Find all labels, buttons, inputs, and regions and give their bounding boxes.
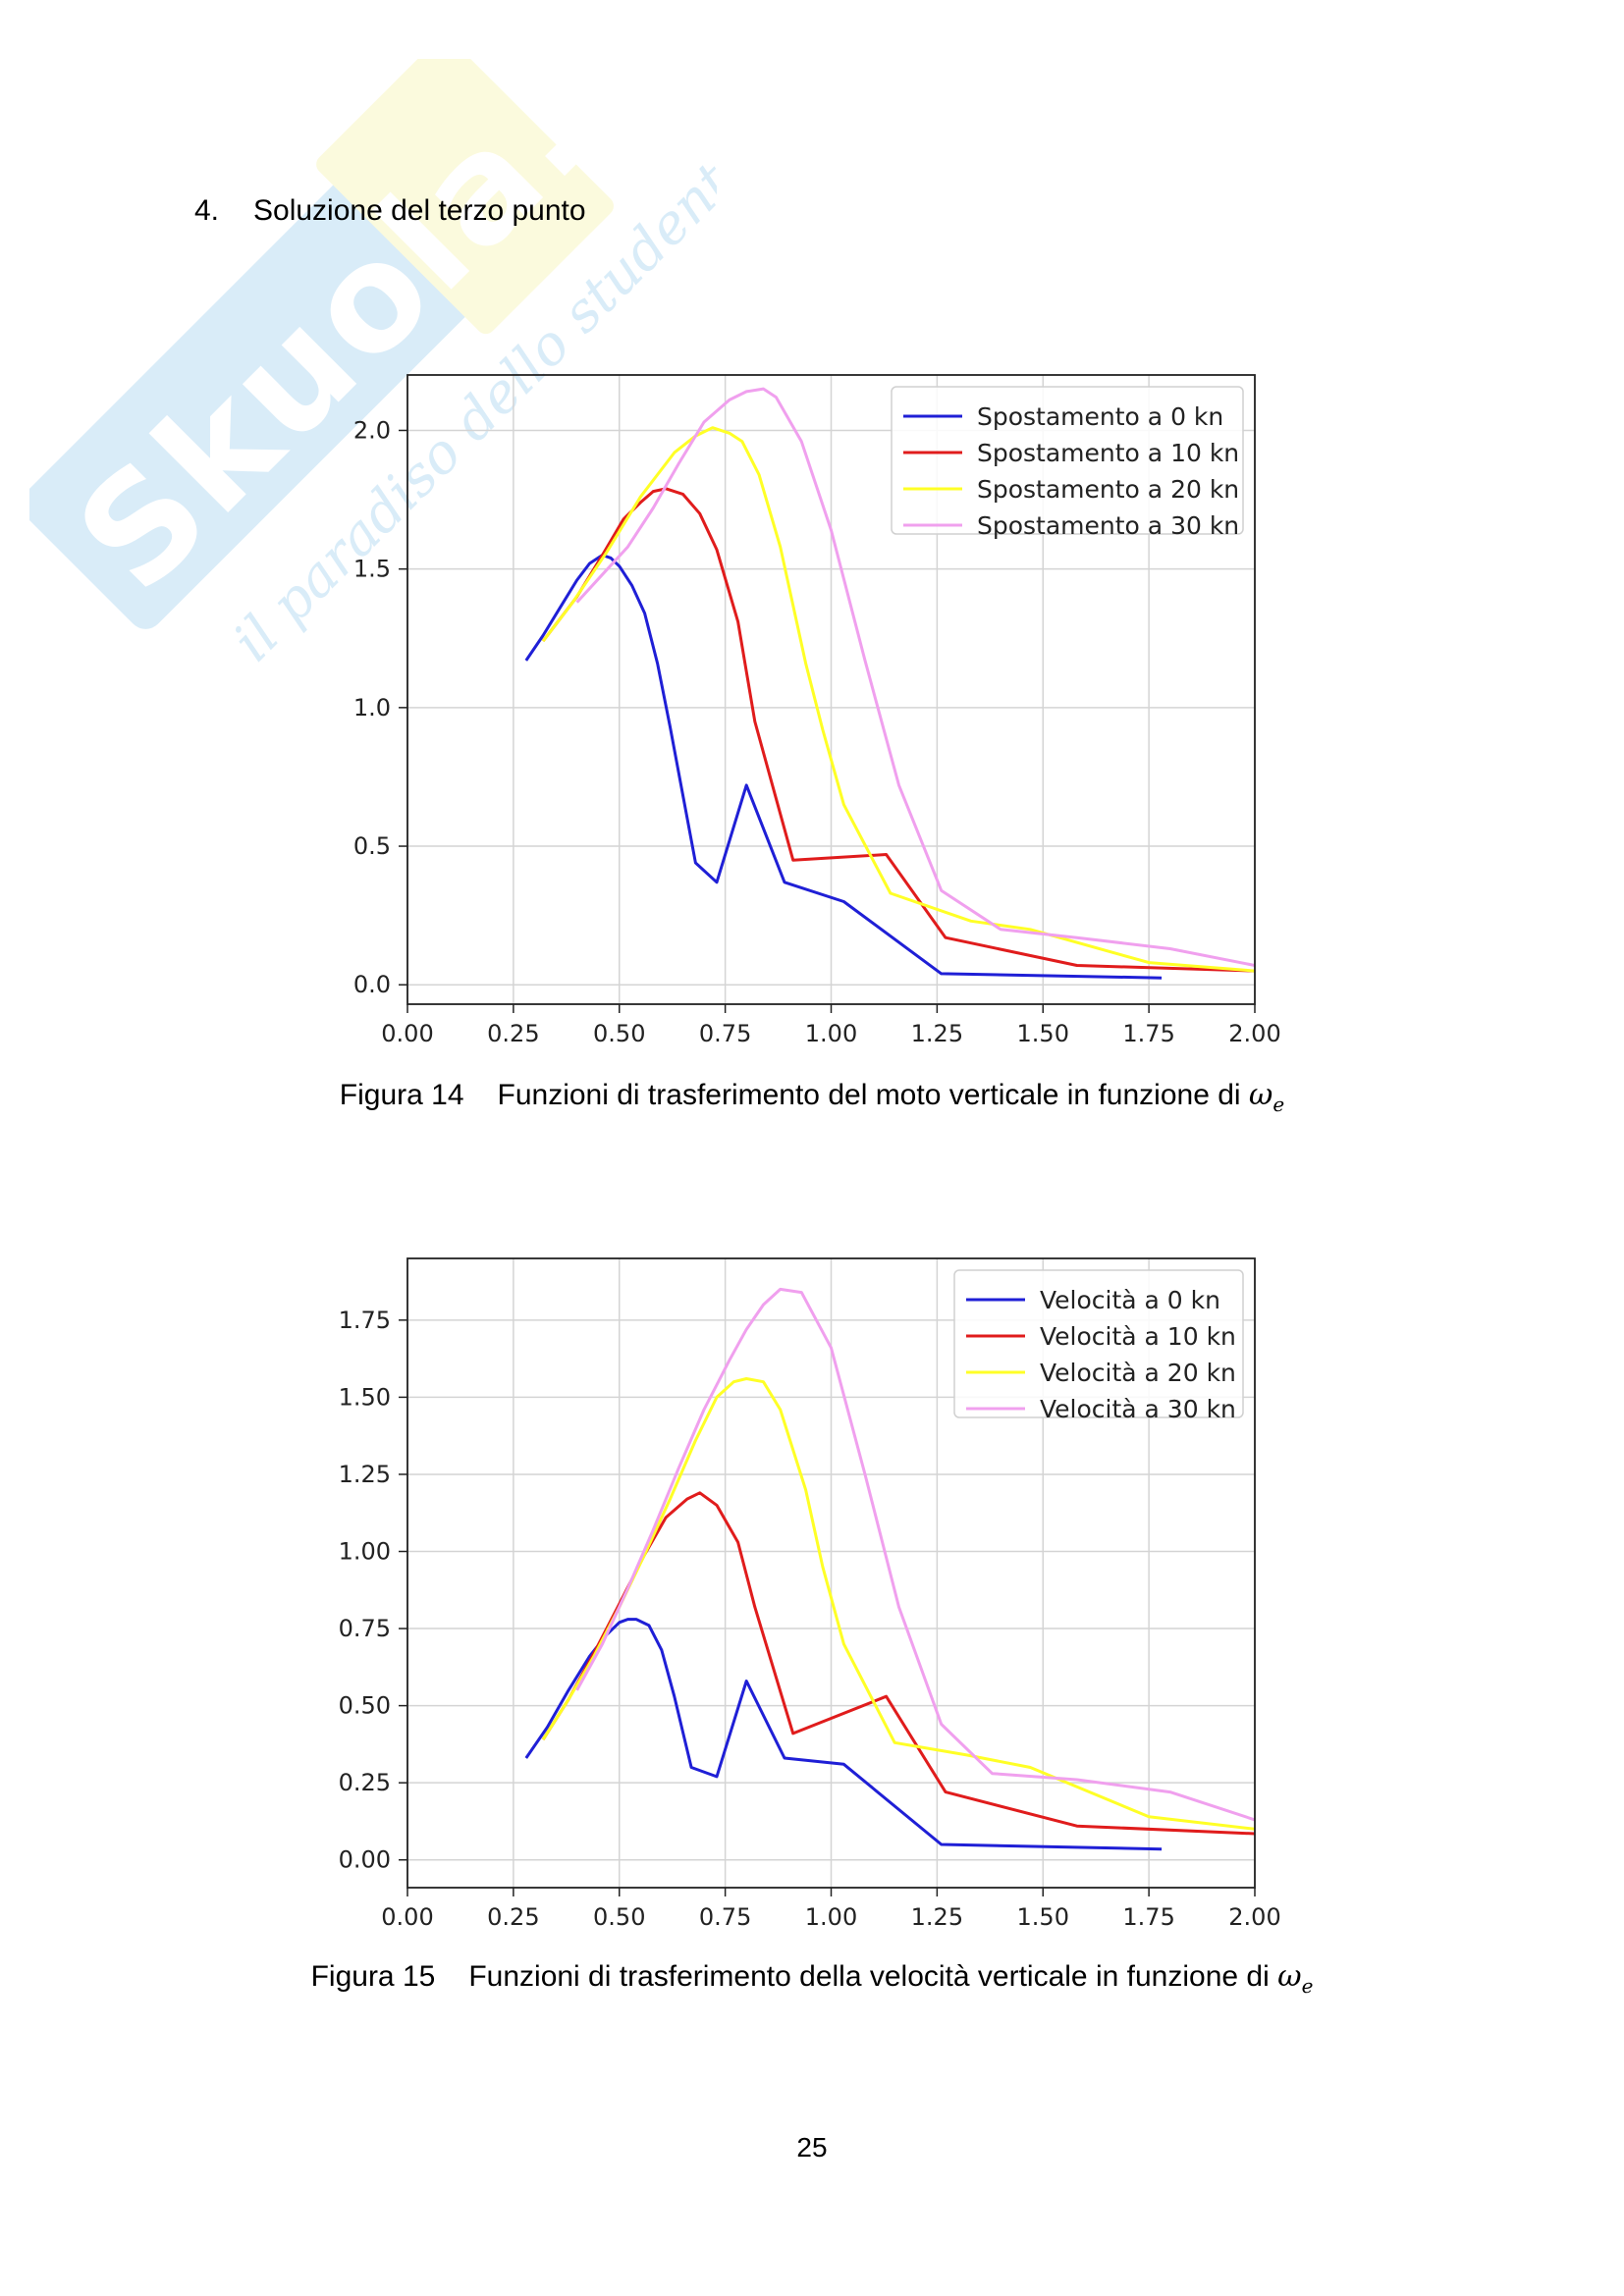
x-tick-label: 1.00 (805, 1903, 857, 1931)
legend-entry-3: Velocità a 30 kn (1040, 1395, 1236, 1423)
y-tick-label: 1.25 (339, 1461, 391, 1488)
plot-frame (406, 1257, 1256, 1889)
series-line-3 (575, 1287, 1255, 1822)
caption-text: Funzioni di trasferimento del moto verti… (497, 1079, 1241, 1111)
caption-label: Figura 15 (310, 1960, 436, 1993)
x-tick-label: 0.50 (593, 1020, 645, 1047)
x-tick-label: 1.25 (911, 1903, 963, 1931)
legend-entry-1: Spostamento a 10 kn (977, 439, 1239, 467)
y-tick-label: 0.25 (339, 1769, 391, 1796)
x-tick-label: 0.25 (487, 1020, 539, 1047)
y-tick-label: 2.0 (353, 416, 391, 444)
x-tick-label: 1.50 (1017, 1903, 1069, 1931)
y-tick-label: 1.5 (353, 556, 391, 583)
caption-figure-14: Figura 14 Funzioni di trasferimento del m… (0, 1078, 1624, 1116)
x-tick-label: 0.50 (593, 1903, 645, 1931)
y-tick-label: 0.5 (353, 832, 391, 860)
page-number: 25 (796, 2132, 828, 2163)
series-line-0 (524, 554, 1163, 980)
x-tick-label: 1.00 (805, 1020, 857, 1047)
x-tick-label: 0.75 (699, 1903, 751, 1931)
section-title: Soluzione del terzo punto (253, 194, 586, 227)
x-tick-label: 0.75 (699, 1020, 751, 1047)
series-line-1 (541, 487, 1255, 973)
legend-entry-2: Spostamento a 20 kn (977, 475, 1239, 504)
series-line-0 (524, 1618, 1163, 1851)
legend-entry-1: Velocità a 10 kn (1040, 1322, 1236, 1351)
legend-entry-2: Velocità a 20 kn (1040, 1359, 1236, 1387)
chart-figure-15: 0.00 0.25 0.50 0.75 1.00 1.25 1.50 1.75 2.00 0.00… (0, 1256, 1624, 1934)
section-number: 4. (194, 194, 220, 227)
series-line-2 (541, 426, 1255, 973)
caption-label: Figura 14 (339, 1079, 464, 1111)
y-tick-label: 1.50 (339, 1383, 391, 1411)
legend-box (953, 1269, 1244, 1418)
omega-symbol: ωe (1248, 1078, 1285, 1116)
y-tick-label: 0.0 (353, 971, 391, 998)
x-tick-label: 2.00 (1228, 1020, 1280, 1047)
omega-symbol: ωe (1277, 1959, 1314, 1998)
chart-15-svg: 0.00 0.25 0.50 0.75 1.00 1.25 1.50 1.75 2.00 0.00… (339, 1257, 1281, 1931)
x-tick-label: 1.25 (911, 1020, 963, 1047)
legend-box (891, 386, 1244, 535)
legend-entry-3: Spostamento a 30 kn (977, 511, 1239, 540)
x-tick-label: 0.25 (487, 1903, 539, 1931)
caption-text: Funzioni di trasferimento della velocità… (468, 1960, 1270, 1993)
chart-figure-14: 0.00 0.25 0.50 0.75 1.00 1.25 1.50 1.75 2.00 0.0 0… (0, 373, 1624, 1050)
x-tick-label: 1.50 (1017, 1020, 1069, 1047)
legend-entry-0: Velocità a 0 kn (1040, 1286, 1220, 1314)
x-tick-label: 2.00 (1228, 1903, 1280, 1931)
x-tick-label: 0.00 (381, 1903, 433, 1931)
y-tick-label: 0.00 (339, 1846, 391, 1874)
x-tick-label: 0.00 (381, 1020, 433, 1047)
x-tick-label: 1.75 (1122, 1020, 1174, 1047)
caption-figure-15: Figura 15 Funzioni di trasferimento della… (0, 1959, 1624, 1998)
section-heading: 4. Soluzione del terzo punto (194, 194, 586, 228)
y-tick-label: 0.75 (339, 1615, 391, 1642)
y-tick-label: 0.50 (339, 1692, 391, 1720)
x-tick-label: 1.75 (1122, 1903, 1174, 1931)
y-tick-label: 1.00 (339, 1538, 391, 1566)
y-tick-label: 1.75 (339, 1307, 391, 1334)
chart-14-svg: 0.00 0.25 0.50 0.75 1.00 1.25 1.50 1.75 2.00 0.0 0… (353, 374, 1281, 1047)
legend-entry-0: Spostamento a 0 kn (977, 402, 1223, 431)
y-tick-label: 1.0 (353, 694, 391, 721)
plot-frame (406, 374, 1256, 1005)
series-line-3 (575, 387, 1255, 967)
